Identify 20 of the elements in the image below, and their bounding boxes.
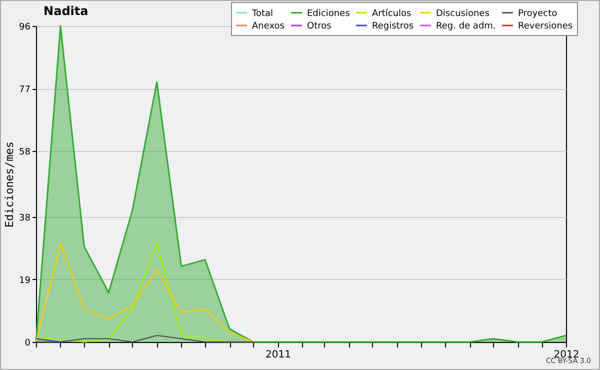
legend-label: Registros bbox=[372, 22, 414, 32]
chart-title: Nadita bbox=[44, 4, 88, 18]
legend-label: Discusiones bbox=[436, 8, 490, 19]
legend-label: Total bbox=[251, 8, 274, 19]
legend-label: Otros bbox=[307, 22, 332, 32]
y-tick-label: 58 bbox=[19, 148, 31, 158]
legend-label: Artículos bbox=[372, 8, 412, 19]
y-tick-label: 38 bbox=[19, 213, 31, 224]
line-series bbox=[35, 242, 254, 343]
y-tick-label: 0 bbox=[24, 338, 31, 348]
legend-label: Anexos bbox=[252, 22, 285, 32]
legend-label: Ediciones bbox=[307, 8, 350, 19]
legend-label: Reversiones bbox=[518, 22, 573, 32]
legend-label: Reg. de adm. bbox=[436, 22, 496, 32]
y-tick-label: 77 bbox=[19, 85, 30, 96]
y-axis-title: Ediciones/mes bbox=[3, 141, 16, 228]
y-tick-label: 19 bbox=[19, 276, 31, 286]
x-tick-label: 2011 bbox=[265, 350, 291, 360]
y-tick-label: 96 bbox=[19, 22, 31, 32]
legend-label: Proyecto bbox=[518, 8, 558, 19]
